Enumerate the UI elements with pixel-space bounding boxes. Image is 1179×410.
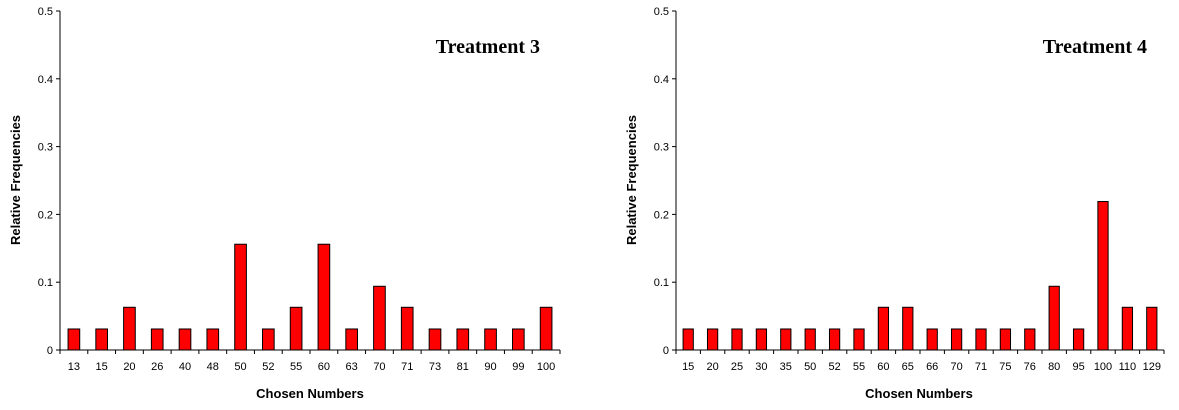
bar — [1048, 285, 1060, 351]
bar — [428, 328, 442, 351]
chart-treatment-3: Treatment 3 Chosen Numbers Relative Freq… — [0, 0, 575, 405]
bar — [828, 328, 841, 351]
bar — [975, 328, 987, 351]
y-tick-label: 0.3 — [654, 142, 669, 154]
x-tick-label: 100 — [537, 361, 555, 373]
y-tick-label: 0.2 — [654, 209, 669, 221]
y-tick-label: 0.5 — [654, 6, 669, 18]
x-tick-label: 71 — [975, 361, 987, 373]
bar — [512, 328, 525, 351]
y-tick-label: 0.5 — [38, 6, 53, 18]
y-tick-label: 0.4 — [38, 74, 53, 86]
bar — [731, 328, 743, 351]
bar — [206, 328, 220, 351]
y-axis-label: Relative Frequencies — [624, 115, 639, 245]
y-tick-label: 0.3 — [38, 142, 53, 154]
bar — [234, 243, 247, 351]
bar — [345, 328, 359, 351]
x-tick-label: 76 — [1024, 361, 1036, 373]
x-tick-label: 25 — [731, 361, 743, 373]
x-tick-label: 55 — [290, 361, 302, 373]
bar — [178, 328, 192, 351]
bar — [289, 306, 303, 351]
bar — [950, 328, 963, 351]
x-tick-label: 80 — [1048, 361, 1060, 373]
x-tick-label: 65 — [902, 361, 914, 373]
bar — [902, 306, 914, 351]
chart-treatment-3-svg: Treatment 3 Chosen Numbers Relative Freq… — [8, 6, 561, 401]
bar — [1024, 328, 1036, 351]
x-tick-label: 35 — [780, 361, 792, 373]
y-tick-label: 0 — [47, 345, 53, 357]
x-tick-label: 40 — [179, 361, 191, 373]
y-tick-label: 0 — [663, 345, 669, 357]
x-tick-label: 52 — [262, 361, 274, 373]
bar — [999, 328, 1012, 351]
x-tick-label: 66 — [926, 361, 938, 373]
x-tick-label: 129 — [1143, 361, 1161, 373]
bar — [877, 306, 890, 351]
x-tick-label: 15 — [682, 361, 694, 373]
bar — [539, 306, 553, 351]
x-tick-label: 55 — [853, 361, 865, 373]
bar — [682, 328, 694, 351]
x-tick-label: 100 — [1094, 361, 1112, 373]
chart-title: Treatment 4 — [1043, 36, 1147, 58]
x-tick-label: 26 — [151, 361, 163, 373]
x-tick-label: 50 — [234, 361, 246, 373]
bar — [755, 328, 768, 351]
x-tick-label: 63 — [346, 361, 358, 373]
x-tick-label: 50 — [804, 361, 816, 373]
x-tick-label: 20 — [706, 361, 718, 373]
bar — [1146, 306, 1158, 351]
x-tick-label: 99 — [512, 361, 524, 373]
bar — [706, 328, 719, 351]
x-tick-label: 60 — [877, 361, 889, 373]
bar — [1072, 328, 1085, 351]
bar — [400, 306, 414, 351]
x-tick-label: 71 — [401, 361, 413, 373]
x-tick-label: 70 — [950, 361, 962, 373]
y-tick-label: 0.4 — [654, 74, 669, 86]
bar — [123, 306, 136, 351]
y-tick-label: 0.1 — [38, 277, 53, 289]
x-tick-label: 48 — [207, 361, 219, 373]
x-tick-label: 52 — [828, 361, 840, 373]
bar — [150, 328, 164, 351]
bar — [780, 328, 792, 351]
bar — [317, 243, 331, 351]
x-tick-label: 20 — [123, 361, 135, 373]
bar — [926, 328, 938, 351]
bar — [484, 328, 497, 351]
x-tick-label: 95 — [1072, 361, 1084, 373]
x-tick-label: 30 — [755, 361, 767, 373]
chart-treatment-4-svg: Treatment 4 Chosen Numbers Relative Freq… — [624, 6, 1165, 401]
x-tick-label: 70 — [373, 361, 385, 373]
chart-treatment-4: Treatment 4 Chosen Numbers Relative Freq… — [620, 0, 1179, 405]
x-tick-label: 81 — [457, 361, 469, 373]
x-tick-label: 73 — [429, 361, 441, 373]
x-tick-label: 90 — [484, 361, 496, 373]
y-axis-label: Relative Frequencies — [8, 115, 23, 245]
x-tick-label: 13 — [68, 361, 80, 373]
x-axis-label: Chosen Numbers — [256, 386, 364, 401]
bar — [95, 328, 109, 351]
bar — [804, 328, 816, 351]
bar — [373, 285, 386, 351]
x-tick-label: 110 — [1119, 361, 1137, 373]
x-axis-label: Chosen Numbers — [865, 386, 973, 401]
chart-title: Treatment 3 — [436, 36, 540, 58]
bar — [456, 328, 470, 351]
x-tick-label: 15 — [96, 361, 108, 373]
bar — [1121, 306, 1134, 351]
y-tick-label: 0.2 — [38, 209, 53, 221]
x-tick-label: 60 — [318, 361, 330, 373]
bar — [853, 328, 865, 351]
bar — [1097, 201, 1109, 351]
bar — [67, 328, 81, 351]
bar — [262, 328, 275, 351]
x-tick-label: 75 — [999, 361, 1011, 373]
y-tick-label: 0.1 — [654, 277, 669, 289]
